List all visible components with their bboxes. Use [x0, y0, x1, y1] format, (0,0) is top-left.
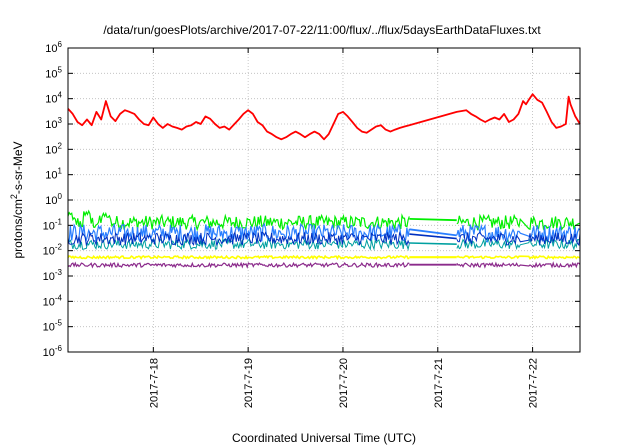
series-gap-line [409, 242, 457, 245]
series-layer [67, 93, 581, 269]
series-line [67, 261, 410, 269]
series-line [456, 231, 581, 247]
y-axis-label-post: -s-sr-MeV [11, 141, 25, 194]
series-line [456, 254, 581, 260]
y-tick-label: 10-4 [43, 293, 63, 308]
series-6 [67, 261, 581, 269]
y-tick-label: 102 [45, 141, 62, 156]
y-tick-label: 101 [45, 167, 62, 182]
y-tick-label: 100 [45, 192, 62, 207]
ticks: 10-6 10-5 10-4 10-3 10-2 10-1 100 101 102 103 104 1… [43, 40, 580, 408]
series-line [456, 261, 581, 269]
series-gap-line [409, 218, 457, 222]
y-tick-label: 10-5 [43, 319, 63, 334]
series-line [456, 237, 581, 251]
x-tick-label: 2017-7-21 [433, 358, 445, 408]
y-tick-label: 10-1 [43, 217, 63, 232]
series-gap-line [409, 233, 457, 240]
series-line [67, 254, 410, 261]
y-tick-label: 10-2 [43, 243, 63, 258]
series-0 [67, 93, 581, 141]
y-tick-label: 103 [45, 116, 62, 131]
series-line [67, 222, 410, 244]
series-2 [67, 222, 581, 244]
series-5 [67, 254, 581, 261]
y-tick-label: 106 [45, 40, 62, 55]
x-tick-label: 2017-7-20 [338, 358, 350, 408]
chart-title: /data/run/goesPlots/archive/2017-07-22/1… [103, 23, 541, 37]
x-tick-label: 2017-7-19 [243, 358, 255, 408]
y-tick-label: 104 [45, 91, 62, 106]
series-line [456, 223, 581, 243]
y-axis-label-sup: 2 [9, 194, 19, 199]
grid [68, 48, 580, 352]
series-line [67, 209, 410, 232]
series-line [67, 93, 581, 141]
y-tick-label: 10-3 [43, 268, 63, 283]
series-line [67, 231, 410, 247]
y-tick-label: 10-6 [43, 344, 63, 359]
y-axis-label-pre: protons/cm [11, 199, 25, 258]
x-tick-label: 2017-7-22 [528, 358, 540, 408]
x-tick-label: 2017-7-18 [148, 358, 160, 408]
series-line [456, 213, 580, 231]
series-4 [67, 231, 581, 247]
y-axis-label: protons/cm2-s-sr-MeV [9, 141, 25, 258]
x-axis-label: Coordinated Universal Time (UTC) [232, 431, 416, 445]
series-gap-line [409, 228, 457, 237]
y-tick-label: 105 [45, 65, 62, 80]
